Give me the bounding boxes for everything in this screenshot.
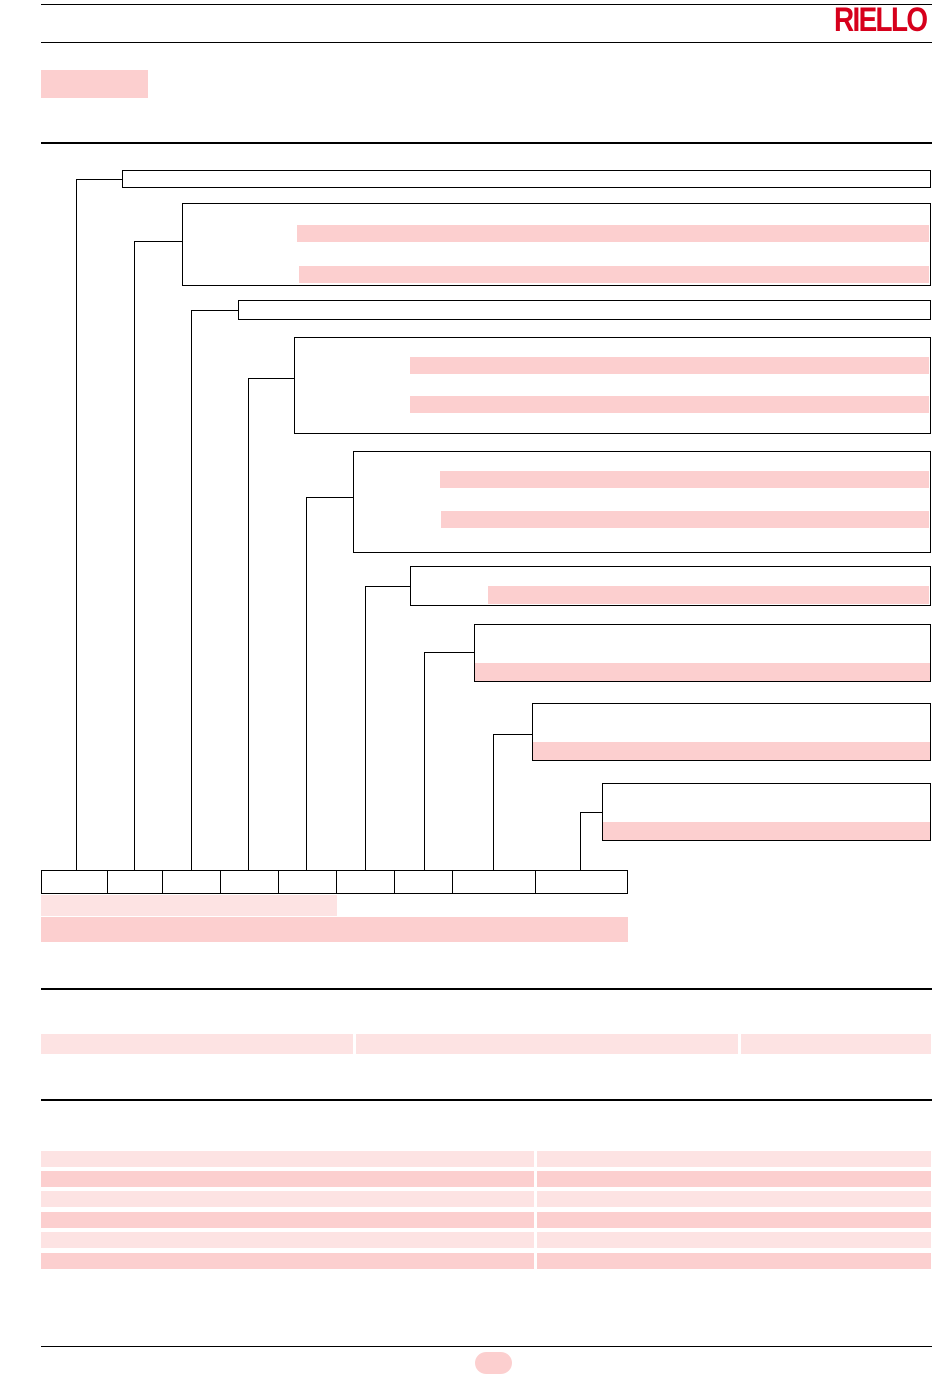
block-6-row-1 (488, 586, 929, 604)
designation-block-8 (532, 703, 931, 761)
code-segment-4 (220, 870, 279, 894)
section-3-rule (41, 1099, 932, 1101)
connector-8-vertical (493, 734, 494, 870)
section-title-highlight (41, 70, 148, 98)
code-segment-3 (162, 870, 221, 894)
designation-block-3 (238, 300, 931, 320)
code-segment-1 (41, 870, 108, 894)
block-9-row-1 (603, 822, 930, 840)
footer-rule (41, 1346, 932, 1347)
block-7-row-1 (475, 663, 930, 681)
connector-8-horizontal (493, 734, 532, 735)
connector-7-vertical (424, 652, 425, 870)
block-5-row-2 (441, 511, 929, 528)
connector-2-horizontal (134, 241, 182, 242)
designation-block-4 (294, 337, 931, 434)
block-8-row-1 (533, 742, 930, 760)
connector-5-vertical (306, 497, 307, 870)
block-4-row-2 (410, 396, 929, 413)
header-top-rule (41, 4, 932, 5)
connector-3-horizontal (191, 310, 238, 311)
table-row (41, 1212, 931, 1228)
models-row (41, 1034, 931, 1054)
code-segment-6 (336, 870, 395, 894)
designation-block-7 (474, 624, 931, 682)
section-2-rule (41, 988, 932, 990)
connector-9-vertical (580, 812, 581, 870)
block-5-row-1 (440, 471, 929, 488)
code-segment-7 (394, 870, 453, 894)
code-segment-5 (278, 870, 337, 894)
connector-5-horizontal (306, 497, 353, 498)
connector-4-horizontal (248, 378, 294, 379)
block-2-row-2 (299, 266, 929, 283)
code-segment-2 (107, 870, 163, 894)
table-row (41, 1191, 931, 1207)
connector-1-vertical (76, 179, 77, 870)
connector-7-horizontal (424, 652, 474, 653)
designation-block-2 (182, 203, 931, 286)
brand-logo: RIELLO (834, 1, 928, 39)
connector-1-horizontal (76, 179, 122, 180)
section-rule (41, 142, 932, 144)
page-number-badge (475, 1352, 512, 1374)
extended-designation-highlight (41, 917, 628, 942)
connector-2-vertical (134, 241, 135, 870)
table-row (41, 1171, 931, 1187)
connector-6-vertical (365, 586, 366, 870)
connector-9-horizontal (580, 812, 602, 813)
block-4-row-1 (410, 357, 929, 374)
header-bottom-rule (41, 42, 932, 43)
table-row (41, 1253, 931, 1269)
connector-4-vertical (248, 378, 249, 870)
designation-block-5 (353, 451, 931, 553)
connector-6-horizontal (365, 586, 410, 587)
connector-3-vertical (191, 310, 192, 870)
designation-block-1 (122, 170, 931, 188)
basic-designation-highlight (41, 895, 337, 916)
code-segment-8 (452, 870, 536, 894)
block-2-row-1 (297, 225, 929, 242)
designation-block-9 (602, 783, 931, 841)
table-row (41, 1232, 931, 1248)
table-row (41, 1151, 931, 1167)
code-segment-9 (535, 870, 628, 894)
designation-block-6 (410, 566, 931, 606)
